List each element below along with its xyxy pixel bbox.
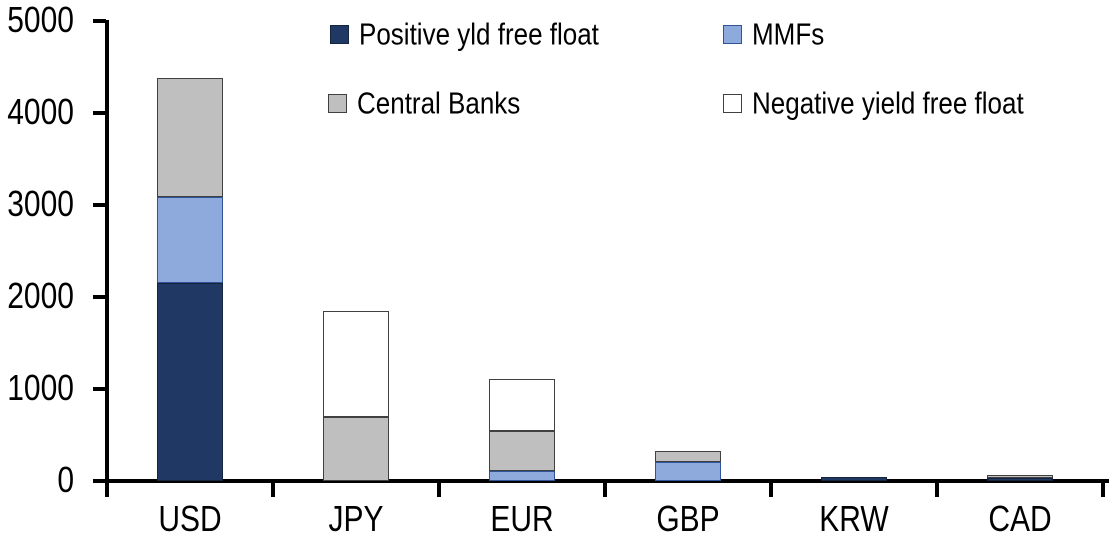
y-tick-mark-0 (93, 479, 106, 483)
x-axis-label-gbp: GBP (656, 499, 720, 540)
x-tick-mark-2 (437, 479, 441, 497)
x-tick-mark-6 (1101, 479, 1105, 497)
x-tick-mark-4 (769, 479, 773, 497)
y-tick-mark-1000 (93, 387, 106, 391)
x-tick-mark-1 (271, 479, 275, 497)
legend-item-central-banks: Central Banks (328, 84, 521, 121)
y-tick-mark-5000 (93, 19, 106, 23)
legend-label-central-banks: Central Banks (357, 84, 521, 121)
legend-item-positive-yld-free-float: Positive yld free float (330, 15, 599, 52)
legend-swatch-central-banks (328, 93, 347, 113)
bar-jpy-negative-yield-free-float (323, 310, 389, 417)
legend-swatch-mmfs (723, 24, 742, 44)
legend-item-negative-yield-free-float: Negative yield free float (723, 84, 1024, 121)
y-tick-mark-3000 (93, 203, 106, 207)
bar-gbp-mmfs (655, 461, 721, 481)
bar-usd-mmfs (157, 196, 223, 284)
bar-jpy-central-banks (323, 416, 389, 481)
x-axis-label-jpy: JPY (328, 499, 384, 540)
y-tick-label-3000: 3000 (7, 184, 74, 225)
bar-krw-positive-yld-free-float (821, 476, 887, 481)
x-axis-label-krw: KRW (819, 499, 889, 540)
legend-label-negative-yield-free-float: Negative yield free float (752, 84, 1024, 121)
bar-usd-positive-yld-free-float (157, 283, 223, 481)
bar-eur-mmfs (489, 470, 555, 481)
x-tick-mark-0 (105, 479, 109, 497)
y-tick-mark-2000 (93, 295, 106, 299)
y-axis-line (105, 20, 109, 483)
x-axis-label-usd: USD (158, 499, 222, 540)
bar-usd-central-banks (157, 78, 223, 197)
legend-swatch-positive-yld-free-float (330, 24, 349, 44)
x-axis-line (105, 479, 1109, 483)
x-axis-label-eur: EUR (490, 499, 554, 540)
bar-gbp-central-banks (655, 451, 721, 462)
y-tick-label-2000: 2000 (7, 276, 74, 317)
bar-eur-central-banks (489, 431, 555, 471)
x-tick-mark-3 (603, 479, 607, 497)
y-tick-mark-4000 (93, 111, 106, 115)
bar-cad-central-banks (987, 475, 1053, 479)
legend-label-positive-yld-free-float: Positive yld free float (359, 15, 599, 52)
y-tick-label-0: 0 (57, 460, 74, 501)
x-tick-mark-5 (935, 479, 939, 497)
x-axis-label-cad: CAD (988, 499, 1052, 540)
legend-label-mmfs: MMFs (752, 15, 825, 52)
bar-eur-negative-yield-free-float (489, 378, 555, 432)
y-tick-label-4000: 4000 (7, 92, 74, 133)
legend-swatch-negative-yield-free-float (723, 93, 742, 113)
bar-cad-positive-yld-free-float (987, 478, 1053, 481)
legend-item-mmfs: MMFs (723, 15, 825, 52)
y-tick-label-5000: 5000 (7, 0, 74, 41)
y-tick-label-1000: 1000 (7, 368, 74, 409)
